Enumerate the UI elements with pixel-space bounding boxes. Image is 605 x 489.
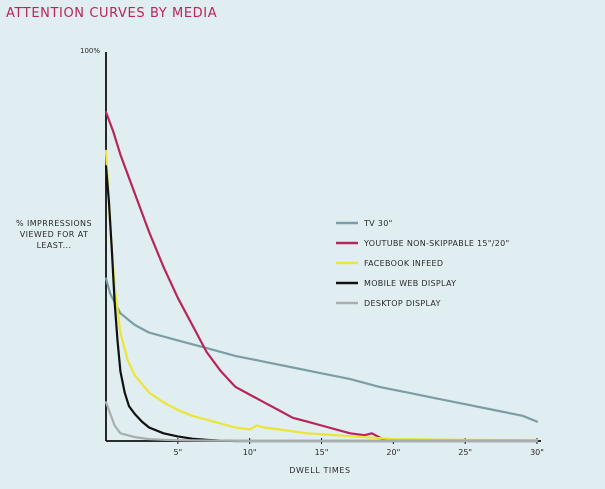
chart-title: ATTENTION CURVES BY MEDIA: [6, 6, 218, 21]
axes: 5" 10" 15" 20" 25" 30": [105, 52, 544, 457]
x-tick-label: 15": [315, 448, 329, 457]
x-tick-label: 10": [243, 448, 257, 457]
series-layer: [104, 110, 539, 443]
legend-label: DESKTOP DISPLAY: [364, 299, 441, 308]
legend-label: MOBILE WEB DISPLAY: [364, 279, 456, 288]
legend-label: FACEBOOK INFEED: [364, 259, 443, 268]
x-tick-label: 25": [458, 448, 472, 457]
y-axis-top-label: 100%: [80, 47, 101, 55]
x-axis-label: DWELL TIMES: [289, 466, 351, 475]
x-tick-label: 5": [173, 448, 182, 457]
series-line: [104, 277, 539, 423]
series-line: [104, 401, 539, 443]
legend: TV 30" YOUTUBE NON-SKIPPABLE 15"/20" FACEB…: [336, 219, 510, 308]
x-tick-label: 20": [386, 448, 400, 457]
x-tick-label: 30": [530, 448, 544, 457]
series-line: [104, 165, 539, 443]
series-line: [104, 149, 539, 442]
legend-label: TV 30": [363, 219, 393, 228]
legend-label: YOUTUBE NON-SKIPPABLE 15"/20": [363, 239, 510, 248]
series-line: [104, 110, 388, 443]
y-axis-label: % IMPRRESSIONS VIEWED FOR AT LEAST...: [16, 219, 92, 250]
